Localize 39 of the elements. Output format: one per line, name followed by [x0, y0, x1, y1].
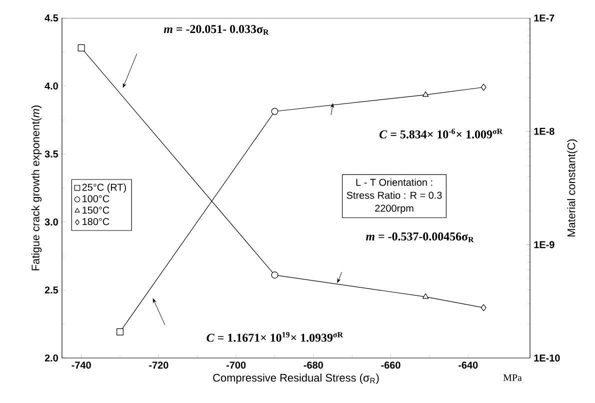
y-tick-label: 2.0: [44, 354, 58, 362]
point: [116, 328, 124, 336]
legend-label: 25°C (RT): [82, 183, 126, 193]
point: [480, 84, 486, 91]
legend-label: 150°C: [82, 206, 110, 214]
legend-label: 180°C: [82, 218, 110, 226]
annotation: Stress Ratio : R = 0.3: [346, 192, 442, 199]
y-tick-label: 2.5: [44, 286, 58, 294]
y2-tick-label: 1E-9: [534, 241, 554, 248]
y-tick-label: 4.5: [44, 14, 58, 22]
point: [422, 91, 429, 97]
text: MPa: [503, 374, 522, 382]
point: [78, 44, 85, 52]
y-axis-title: Fatigue crack growth exponent(m): [31, 106, 42, 270]
annotation: m = -20.051- 0.033σ$_{R}$: [164, 25, 269, 35]
x-axis-title: Compressive Residual Stress (σ$_{R}$): [213, 374, 379, 384]
y2-tick-label: 1E-10: [534, 354, 560, 362]
x-tick-label: -740: [72, 362, 91, 369]
legend-label: 100°C: [82, 195, 110, 202]
y2-axis-title: Material constant(C): [567, 139, 578, 236]
y-tick-label: 3.5: [44, 150, 58, 158]
x-tick-label: -660: [381, 362, 400, 369]
x-tick-label: -700: [226, 362, 246, 369]
y-tick-label: 4.0: [44, 82, 58, 90]
annotation: C = 1.1671× 10$^{19}$× 1.0939$^{σR}$: [206, 332, 344, 342]
annotation: L - T Orientation :: [356, 178, 432, 186]
point: [271, 272, 278, 279]
x-tick-label: -720: [149, 362, 168, 369]
y2-tick-label: 1E-7: [534, 14, 554, 22]
point: [271, 108, 278, 115]
x-tick-label: -680: [304, 362, 323, 369]
annotation: 2200rpm: [375, 204, 414, 214]
annotation: m = -0.537-0.00456σ$_{R}$: [366, 232, 474, 242]
x-tick-label: -640: [458, 362, 478, 369]
y-tick-label: 3.0: [44, 218, 58, 226]
point: [422, 293, 429, 299]
point: [480, 304, 486, 312]
annotation: C = 5.834× 10$^{-6}$× 1.009$^{σR}$: [380, 128, 503, 138]
y2-tick-label: 1E-8: [534, 128, 554, 135]
